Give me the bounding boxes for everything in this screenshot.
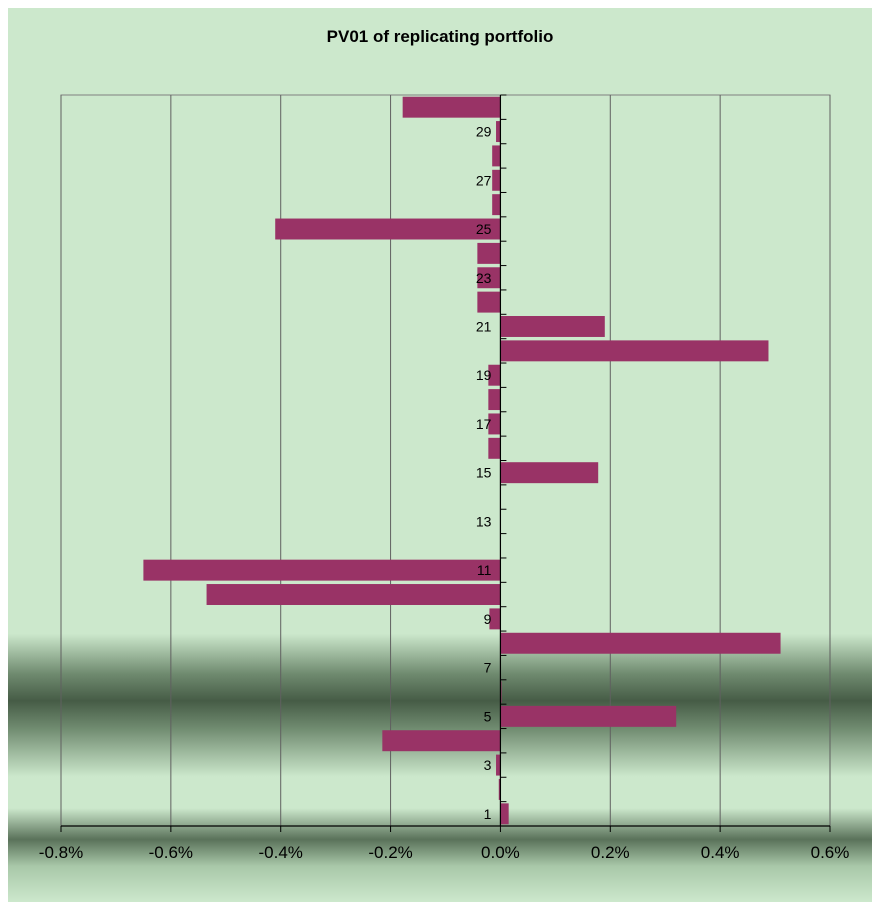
y-tick-label: 1 (484, 806, 492, 822)
bar (498, 778, 501, 800)
x-tick-label: 0.6% (811, 843, 850, 862)
bar (489, 608, 501, 630)
bar (500, 803, 509, 825)
x-tick-label: 0.4% (701, 843, 740, 862)
y-tick-label: 27 (476, 172, 492, 188)
bar (275, 218, 501, 240)
chart-title: PV01 of replicating portfolio (327, 27, 554, 46)
x-tick-label: 0.2% (591, 843, 630, 862)
y-tick-label: 25 (476, 221, 492, 237)
y-tick-label: 23 (476, 270, 492, 286)
bar (500, 462, 599, 484)
bar (402, 96, 501, 118)
bar (488, 364, 501, 386)
x-tick-label: 0.0% (481, 843, 520, 862)
y-tick-label: 11 (477, 562, 492, 578)
bar (477, 267, 501, 289)
y-tick-label: 19 (476, 367, 492, 383)
bar (143, 559, 501, 581)
bar (500, 340, 769, 362)
bar (382, 730, 501, 752)
y-tick-label: 9 (484, 611, 492, 627)
y-tick-label: 17 (476, 416, 492, 432)
x-tick-label: -0.2% (368, 843, 412, 862)
x-tick-label: -0.4% (259, 843, 303, 862)
bar (477, 291, 501, 313)
bar (492, 194, 501, 216)
bar (500, 316, 605, 337)
bar (496, 121, 501, 143)
bar (500, 632, 781, 654)
y-tick-label: 13 (476, 513, 492, 529)
pv01-bar-chart: PV01 of replicating portfolio 1357911131… (8, 8, 872, 902)
bar (488, 437, 501, 459)
chart-area: PV01 of replicating portfolio 1 3 5 7 9 11 13 1… (8, 8, 872, 902)
bar (488, 413, 501, 435)
bar (488, 389, 501, 411)
chart-background (8, 8, 872, 902)
y-tick-label: 3 (484, 757, 492, 773)
y-tick-label: 7 (484, 660, 492, 676)
y-tick-label: 5 (484, 708, 492, 724)
bar (477, 242, 501, 264)
x-tick-label: -0.8% (39, 843, 83, 862)
bar (206, 584, 501, 605)
bar (496, 754, 501, 776)
x-tick-label: -0.6% (149, 843, 193, 862)
y-tick-label: 15 (476, 465, 492, 481)
y-tick-label: 21 (476, 318, 492, 334)
bar (492, 169, 501, 191)
bar (500, 705, 677, 727)
bar (492, 145, 501, 167)
y-tick-label: 29 (476, 124, 492, 140)
